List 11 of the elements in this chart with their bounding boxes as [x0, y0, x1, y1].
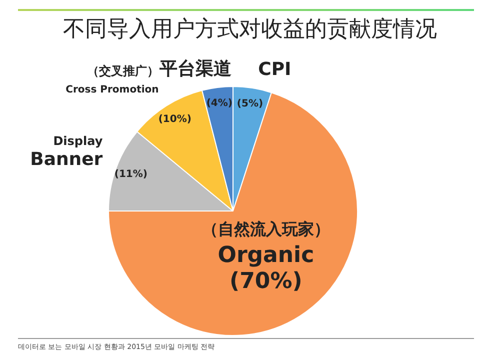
slice-label: （交叉推广） Cross Promotion: [66, 64, 159, 96]
data-label: (10%): [158, 114, 192, 125]
data-label: (4%): [206, 98, 232, 109]
slice-label: Display Banner: [30, 134, 103, 170]
data-label: (5%): [236, 98, 264, 110]
chart-title: 不同导入用户方式对收益的贡献度情况: [62, 16, 438, 44]
slice-label: 平台渠道: [158, 58, 232, 80]
slice-label: （自然流入玩家） Organic: [202, 219, 330, 268]
data-label: (11%): [114, 168, 148, 180]
data-label: (70%): [230, 269, 302, 294]
slice-label: CPI: [258, 58, 292, 80]
